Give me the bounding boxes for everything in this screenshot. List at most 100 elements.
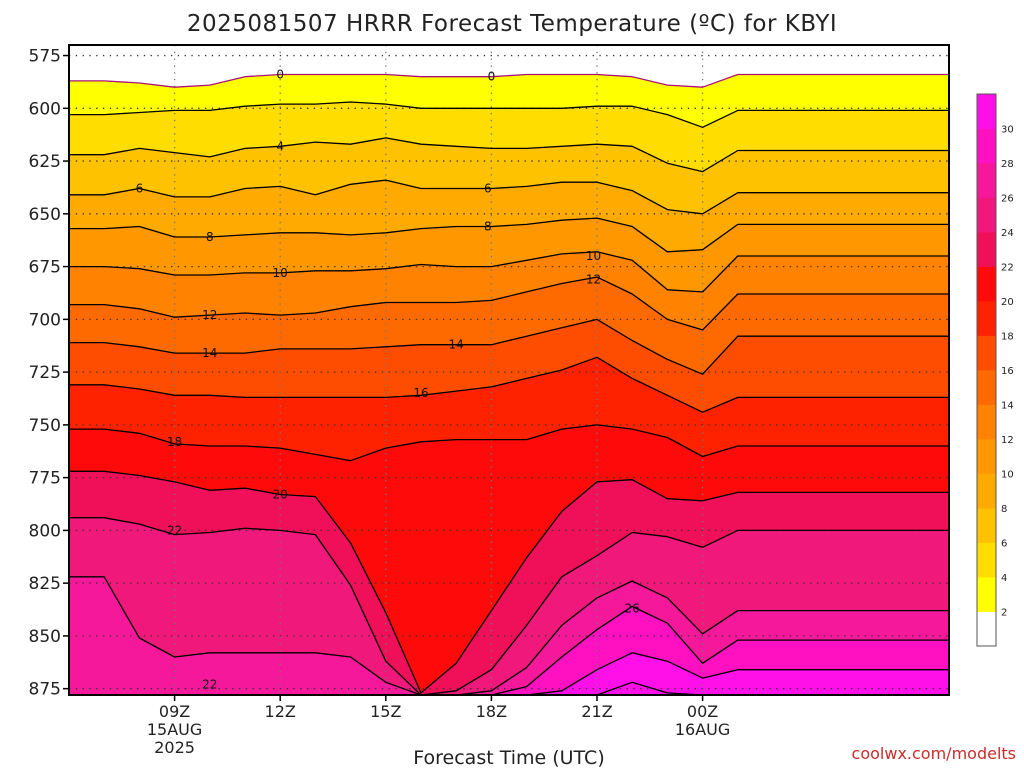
isotherm-line	[69, 179, 949, 215]
colorbar-tick-label: 16	[1001, 366, 1014, 377]
colorbar-swatch	[977, 577, 996, 612]
isotherm-label: 16	[413, 386, 428, 400]
isotherm-label: 14	[202, 346, 217, 360]
source-credit[interactable]: coolwx.com/modelts	[852, 744, 1016, 763]
temperature-band	[69, 102, 949, 172]
colorbar-swatch	[977, 508, 996, 543]
colorbar-swatch	[977, 266, 996, 302]
isotherm-line	[69, 73, 949, 88]
colorbar-tick-label: 28	[1001, 159, 1014, 170]
isotherm-label: 22	[167, 523, 182, 537]
isotherm-label: 14	[449, 338, 464, 352]
y-tick-label: 750	[29, 416, 61, 436]
colorbar-swatch	[977, 197, 996, 233]
x-tick-label: 16AUG	[675, 720, 730, 739]
colorbar-tick-label: 2	[1001, 608, 1007, 619]
temperature-band	[69, 277, 949, 375]
temperature-fill-bands	[69, 45, 949, 695]
x-tick-label: 2025	[154, 738, 195, 757]
isotherm-label: 12	[202, 308, 217, 322]
colorbar-swatch	[977, 128, 996, 164]
temperature-band	[69, 652, 949, 695]
isotherm-labels: 0 0 4 6 6 8 8 10 10 12 12 14 14 16 18 20 22 22 26	[136, 68, 640, 692]
isotherm-label: 6	[484, 182, 492, 196]
colorbar-swatch	[977, 232, 996, 267]
isotherm-label: 6	[136, 182, 144, 196]
isotherm-line	[69, 318, 949, 375]
isotherm-label: 18	[167, 435, 182, 449]
colorbar-swatch	[977, 94, 996, 129]
x-tick-label: 15AUG	[147, 720, 202, 739]
x-tick-label: 18Z	[476, 702, 507, 721]
y-tick-label: 575	[29, 47, 61, 67]
isotherm-line	[69, 652, 949, 695]
temperature-band	[69, 137, 949, 214]
colorbar-swatch	[977, 163, 996, 198]
colorbar-tick-label: 22	[1001, 263, 1014, 274]
temperature-band	[69, 576, 949, 695]
colorbar-swatch	[977, 439, 996, 474]
y-tick-label: 800	[29, 521, 61, 541]
isotherm-line	[69, 251, 949, 293]
colorbar-swatch	[977, 611, 996, 647]
temperature-band	[69, 517, 949, 695]
y-tick-label: 825	[29, 574, 61, 594]
isotherm-label: 10	[273, 266, 288, 280]
isotherm-label: 0	[276, 68, 284, 82]
isotherm-label: 22	[202, 677, 217, 691]
temperature-band	[69, 357, 949, 461]
y-tick-label: 850	[29, 627, 61, 647]
chart-title: 2025081507 HRRR Forecast Temperature (ºC…	[187, 11, 837, 37]
isotherm-line	[69, 517, 949, 695]
isotherm-line	[69, 217, 949, 253]
colorbar-frame	[976, 93, 997, 647]
isotherm-label: 20	[273, 488, 288, 502]
isotherm-line	[69, 470, 949, 694]
isotherm-line	[69, 576, 949, 695]
isotherm-line	[69, 101, 949, 128]
colorbar-swatch	[977, 404, 996, 440]
isotherm-label: 8	[206, 230, 214, 244]
temperature-band	[69, 251, 949, 330]
y-tick-label: 700	[29, 310, 61, 330]
colorbar-tick-label: 6	[1001, 539, 1007, 550]
colorbar-swatch	[977, 542, 996, 578]
colorbar-tick-label: 20	[1001, 297, 1014, 308]
isotherm-line	[69, 137, 949, 173]
colorbar-tick-label: 12	[1001, 435, 1014, 446]
isotherm-label: 4	[276, 139, 284, 153]
isotherm-label: 12	[586, 272, 601, 286]
temperature-band	[69, 218, 949, 292]
isotherm-label: 0	[488, 70, 496, 84]
colorbar-tick-label: 10	[1001, 470, 1014, 481]
colorbar-tick-label: 18	[1001, 332, 1014, 343]
isotherm-line	[69, 605, 949, 695]
temperature-band	[69, 424, 949, 693]
colorbar-tick-label: 14	[1001, 401, 1014, 412]
isotherm-line	[69, 276, 949, 331]
y-tick-label: 675	[29, 258, 61, 278]
isotherm-label: 10	[586, 249, 601, 263]
colorbar-tick-label: 26	[1001, 194, 1014, 205]
isotherm-line	[69, 681, 949, 695]
isotherm-line	[69, 424, 949, 462]
plot-area: 0 0 4 6 6 8 8 10 10 12 12 14 14 16 18 20 22 22 26	[69, 45, 949, 695]
plot-frame	[68, 44, 950, 696]
x-tick-label: 21Z	[581, 702, 612, 721]
x-tick-label: 00Z	[687, 702, 718, 721]
colorbar-swatch	[977, 473, 996, 509]
y-tick-label: 725	[29, 363, 61, 383]
y-axis: 575 600 625 650 675 700 725 750 775 800 825 850 875	[29, 47, 69, 700]
isotherm-line	[69, 356, 949, 413]
x-tick-label: 09Z	[159, 702, 190, 721]
temperature-band	[69, 319, 949, 413]
colorbar-tick-label: 30	[1001, 125, 1014, 136]
y-tick-label: 875	[29, 680, 61, 700]
y-tick-label: 625	[29, 152, 61, 172]
y-tick-label: 650	[29, 205, 61, 225]
colorbar-swatch	[977, 301, 996, 336]
isotherm-label: 8	[484, 219, 492, 233]
